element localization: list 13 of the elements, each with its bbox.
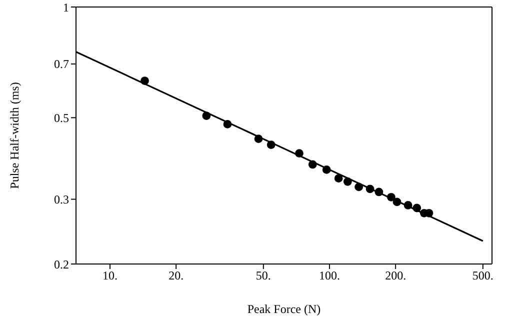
x-tick-label: 100. [318,268,340,283]
x-tick-label: 50. [256,268,271,283]
x-tick-label: 20. [168,268,184,283]
y-tick-label: 0.5 [54,110,69,125]
y-tick-label: 0.7 [54,57,69,72]
y-axis-title: Pulse Half-width (ms) [7,82,22,189]
x-tick-label: 500. [472,268,494,283]
y-tick-label: 1 [63,0,69,14]
x-tick-label: 200. [385,268,406,283]
y-tick-label: 0.3 [54,192,69,207]
y-tick-label: 0.2 [54,257,69,272]
x-axis-title: Peak Force (N) [247,302,321,316]
x-tick-label: 10. [102,268,118,283]
